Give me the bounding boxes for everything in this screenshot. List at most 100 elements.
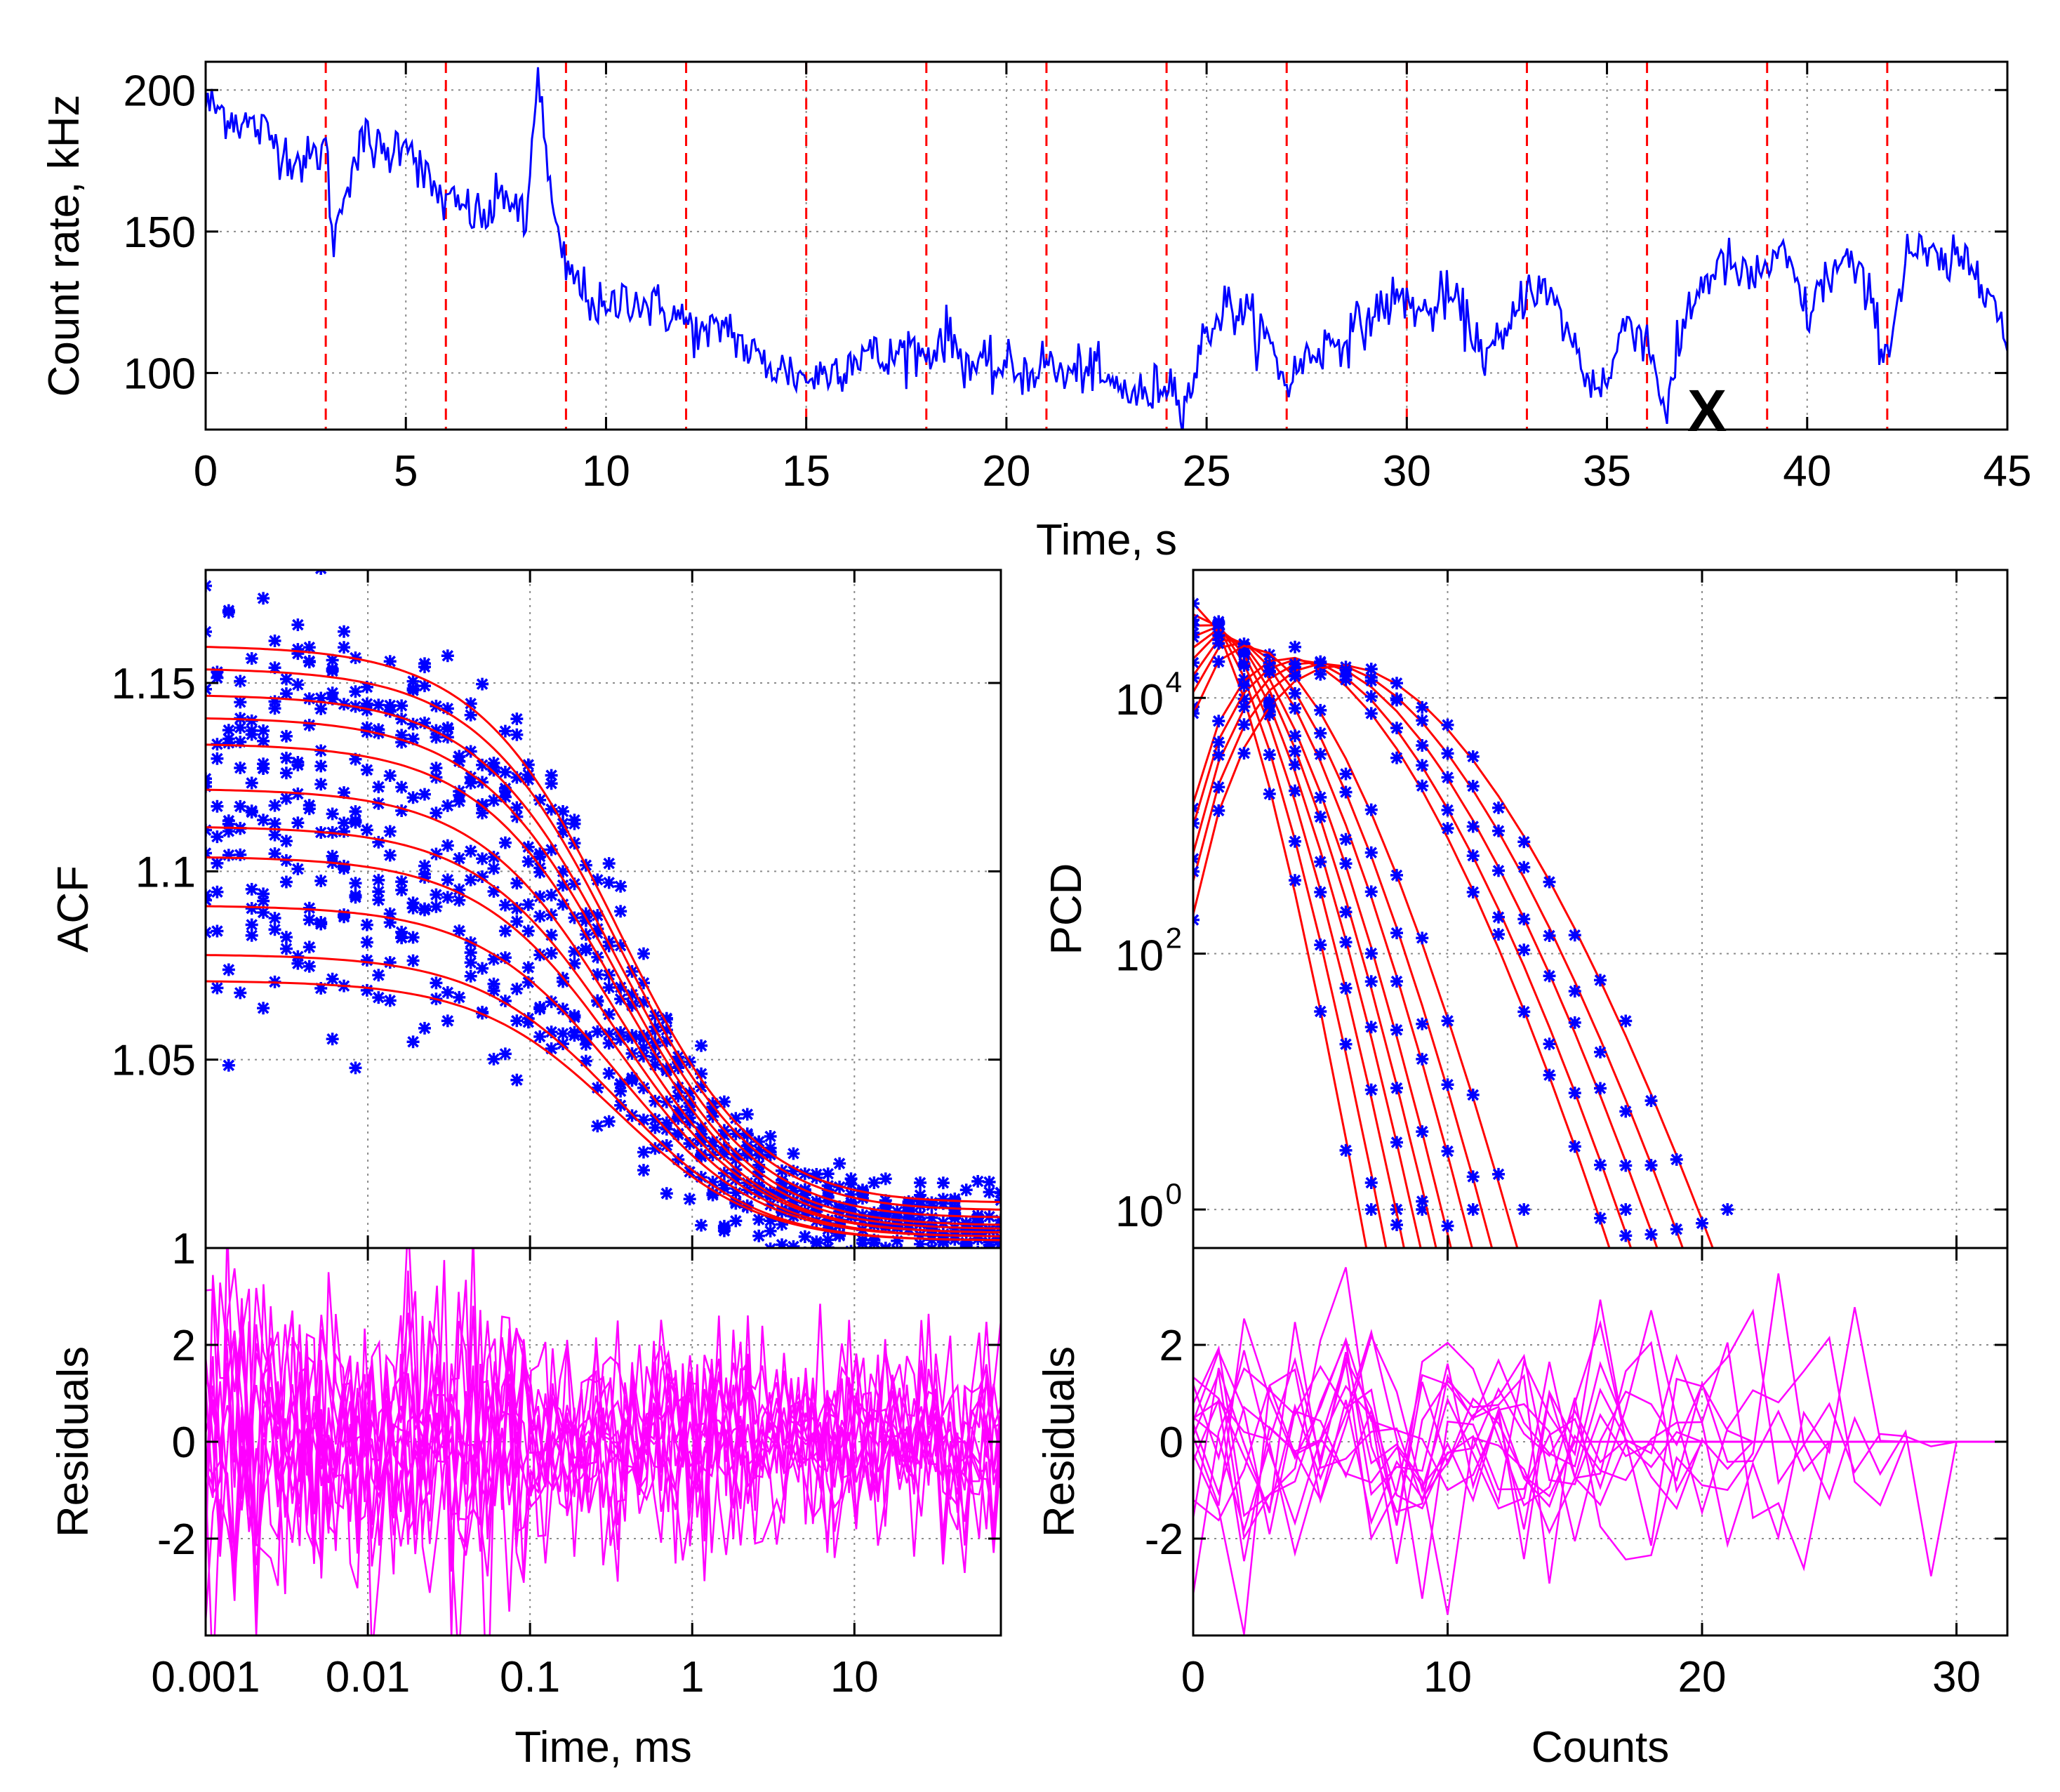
acf-data-point bbox=[902, 1195, 915, 1208]
acf-data-point bbox=[245, 918, 258, 931]
acf-data-point bbox=[764, 1214, 777, 1228]
pcd-data-point bbox=[1568, 929, 1581, 942]
pcd-data-point bbox=[1364, 1021, 1378, 1034]
acf-data-point bbox=[487, 862, 500, 875]
pcd-data-point bbox=[1339, 981, 1353, 995]
pcd-data-point bbox=[1263, 748, 1276, 762]
acf-data-point bbox=[776, 1183, 789, 1196]
acf-data-point bbox=[602, 1037, 616, 1050]
acf-data-point bbox=[406, 682, 420, 696]
pcd-residual-trace bbox=[1193, 1307, 2007, 1548]
pcd-data-point bbox=[1619, 1229, 1633, 1242]
pcd-data-point bbox=[1314, 726, 1327, 740]
acf-data-point bbox=[279, 875, 293, 889]
pcd-data-point bbox=[1364, 1176, 1378, 1189]
acf-data-point bbox=[234, 762, 247, 775]
pcd-data-point bbox=[1696, 1216, 1708, 1230]
acf-data-point bbox=[649, 1040, 662, 1053]
acf-data-point bbox=[338, 825, 351, 838]
acf-data-point bbox=[579, 907, 592, 920]
acf-data-point bbox=[533, 910, 547, 923]
acf-data-point bbox=[752, 1158, 766, 1172]
acf-data-point bbox=[787, 1147, 800, 1160]
pcd-data-point bbox=[1212, 804, 1225, 817]
acf-data-point bbox=[510, 982, 524, 995]
acf-data-point bbox=[914, 1176, 927, 1190]
acf-data-point bbox=[476, 758, 489, 771]
acf-data-point bbox=[764, 1148, 777, 1162]
acf-data-point bbox=[487, 977, 500, 990]
acf-data-point bbox=[545, 995, 558, 1009]
acf-data-point bbox=[925, 1199, 938, 1212]
pcd-data-point bbox=[1441, 771, 1454, 784]
acf-data-point bbox=[695, 1080, 708, 1094]
acf-data-point bbox=[914, 1199, 927, 1212]
pcd-y-tick-label: 10 bbox=[1115, 932, 1164, 981]
acf-data-point bbox=[821, 1179, 835, 1193]
acf-data-point bbox=[614, 981, 627, 994]
pcd-data-point bbox=[1314, 668, 1327, 681]
acf-data-point bbox=[291, 756, 305, 769]
acf-data-point bbox=[983, 1176, 996, 1188]
acf-data-point bbox=[649, 1121, 662, 1134]
acf-data-point bbox=[602, 939, 616, 953]
acf-data-point bbox=[821, 1195, 835, 1208]
acf-data-point bbox=[268, 634, 281, 647]
acf-data-point bbox=[557, 865, 570, 878]
pcd-data-point bbox=[1212, 781, 1225, 794]
acf-data-point bbox=[891, 1234, 904, 1247]
acf-data-point bbox=[395, 736, 408, 749]
acf-data-point bbox=[211, 830, 224, 844]
acf-data-point bbox=[833, 1157, 846, 1170]
pcd-data-point bbox=[1594, 1158, 1607, 1172]
acf-residual-trace bbox=[206, 1275, 1001, 1582]
acf-data-point bbox=[268, 847, 281, 861]
acf-data-point bbox=[810, 1205, 823, 1218]
acf-data-point bbox=[418, 859, 431, 872]
acf-data-point bbox=[545, 947, 558, 960]
acf-data-point bbox=[464, 697, 477, 710]
acf-data-point bbox=[360, 721, 373, 734]
acf-data-point bbox=[441, 649, 454, 663]
acf-data-point bbox=[637, 1081, 650, 1094]
acf-data-point bbox=[234, 696, 247, 709]
acf-y-tick-label: 1.1 bbox=[135, 848, 196, 896]
pcd-data-point bbox=[1263, 665, 1276, 678]
acf-data-point bbox=[672, 1103, 685, 1117]
acf-data-point bbox=[533, 865, 547, 879]
acf-data-point bbox=[234, 675, 247, 688]
acf-data-point bbox=[521, 773, 535, 786]
pcd-data-point bbox=[1416, 1125, 1429, 1139]
acf-data-point bbox=[406, 896, 420, 910]
acf-data-point bbox=[821, 1167, 835, 1181]
acf-data-point bbox=[476, 807, 489, 820]
acf-data-point bbox=[602, 876, 616, 889]
acf-data-point bbox=[326, 692, 339, 705]
acf-data-point bbox=[464, 969, 477, 983]
acf-data-point bbox=[752, 1213, 766, 1226]
acf-data-point bbox=[637, 1146, 650, 1159]
pcd-data-point bbox=[1390, 1219, 1403, 1232]
acf-data-point bbox=[798, 1230, 811, 1243]
acf-data-point bbox=[660, 1011, 673, 1025]
acf-data-point bbox=[637, 1113, 650, 1127]
acf-data-point bbox=[902, 1211, 915, 1224]
acf-data-point bbox=[925, 1211, 938, 1224]
pcd-y-tick-label: 10 bbox=[1115, 676, 1164, 724]
rate-y-tick-label: 150 bbox=[124, 208, 196, 257]
acf-data-point bbox=[591, 950, 604, 964]
acf-data-point bbox=[498, 784, 512, 797]
acf-data-point bbox=[740, 1139, 754, 1153]
acf-data-point bbox=[614, 993, 627, 1006]
acf-data-point bbox=[303, 656, 316, 669]
acf-data-point bbox=[545, 929, 558, 942]
acf-data-point bbox=[936, 1176, 950, 1190]
acf-data-point bbox=[430, 888, 443, 901]
rate-x-tick-label: 5 bbox=[394, 447, 418, 496]
count-rate-plot-area bbox=[206, 62, 2007, 430]
pcd-data-point bbox=[1339, 1037, 1353, 1051]
pcd-data-point bbox=[1390, 693, 1403, 707]
acf-data-point bbox=[279, 672, 293, 686]
acf-data-point bbox=[844, 1178, 858, 1191]
acf-data-point bbox=[948, 1208, 962, 1221]
